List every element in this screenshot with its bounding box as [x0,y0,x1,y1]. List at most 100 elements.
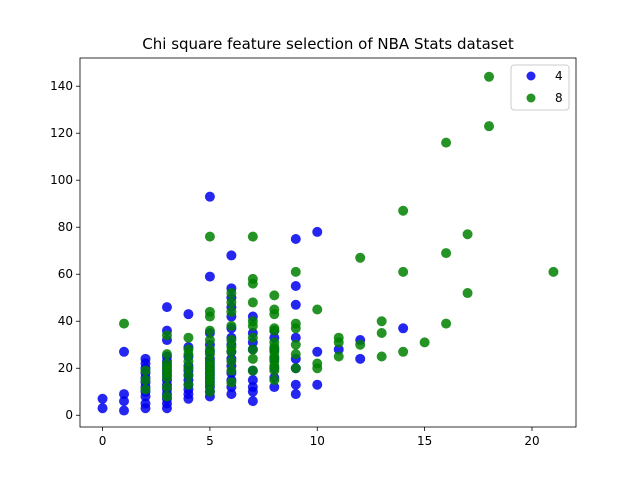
data-point-series-8-15 [183,356,194,367]
data-point-series-8-89 [441,137,452,148]
data-point-series-8-9 [161,358,172,369]
data-point-series-4-102 [398,323,409,334]
data-point-series-8-19 [204,386,215,397]
x-tick-label: 20 [524,434,539,448]
data-point-series-4-57 [226,389,237,400]
data-point-series-8-35 [226,356,237,367]
data-point-series-4-96 [312,379,323,390]
data-point-series-8-44 [247,353,258,364]
data-point-series-8-71 [290,266,301,277]
data-point-series-8-4 [161,391,172,402]
axes-frame [79,57,577,428]
data-point-series-4-7 [140,398,151,409]
data-point-series-8-32 [204,231,215,242]
data-point-series-8-83 [398,346,409,357]
data-point-series-4-16 [140,353,151,364]
data-point-series-8-5 [161,382,172,393]
data-point-series-8-70 [290,318,301,329]
data-point-series-8-87 [441,318,452,329]
data-point-series-8-67 [290,349,301,360]
data-point-series-8-10 [161,349,172,360]
data-point-series-8-29 [204,325,215,336]
data-point-series-8-66 [290,363,301,374]
data-point-series-8-11 [161,330,172,341]
x-tick-label: 0 [99,434,107,448]
y-tick-label: 40 [58,314,73,328]
data-point-series-8-78 [355,339,366,350]
data-point-series-4-72 [247,396,258,407]
data-point-series-8-2 [140,374,151,385]
data-point-series-8-42 [226,288,237,299]
data-point-series-8-38 [226,335,237,346]
data-point-series-4-4 [119,389,130,400]
data-point-series-8-43 [247,365,258,376]
data-point-series-8-0 [119,318,130,329]
x-tick-label: 10 [310,434,325,448]
data-point-series-4-0 [97,403,108,414]
data-point-series-4-97 [312,346,323,357]
x-tick-label: 5 [206,434,214,448]
data-point-series-8-68 [290,339,301,350]
data-point-series-4-1 [97,393,108,404]
data-point-series-8-45 [247,344,258,355]
data-point-series-8-84 [398,266,409,277]
y-tick-label: 0 [65,408,73,422]
data-point-series-4-99 [333,344,344,355]
data-point-series-8-48 [247,316,258,327]
data-point-series-8-49 [247,297,258,308]
data-point-series-8-92 [484,121,495,132]
x-axis-ticks: 0 5 10 15 20 [99,427,540,448]
data-point-series-8-82 [376,316,387,327]
y-axis-ticks: 0 20 40 60 80 100 120 140 [50,79,80,422]
x-tick-label: 15 [417,434,432,448]
data-point-series-8-18 [183,332,194,343]
series-layer [97,71,559,416]
data-point-series-4-3 [119,396,130,407]
data-point-series-8-40 [226,306,237,317]
data-point-series-4-71 [226,250,237,261]
data-point-series-4-74 [247,382,258,393]
chart-title: Chi square feature selection of NBA Stat… [142,35,514,53]
data-point-series-8-31 [204,306,215,317]
data-point-series-4-2 [119,405,130,416]
data-point-series-8-28 [204,335,215,346]
data-point-series-8-17 [183,344,194,355]
data-point-series-8-1 [140,384,151,395]
data-point-series-8-75 [333,351,344,362]
legend-label-series-4: 4 [555,69,563,83]
data-point-series-4-31 [161,302,172,313]
legend: 4 8 [510,64,570,111]
data-point-series-8-37 [226,342,237,353]
data-point-series-8-80 [376,351,387,362]
data-point-series-8-60 [269,337,280,348]
data-point-series-8-41 [226,297,237,308]
data-point-series-4-94 [290,280,301,291]
data-point-series-8-81 [376,327,387,338]
data-point-series-4-98 [312,226,323,237]
data-point-series-8-90 [462,288,473,299]
data-point-series-8-91 [462,229,473,240]
data-point-series-8-27 [204,344,215,355]
data-point-series-4-93 [290,299,301,310]
data-point-series-4-100 [355,353,366,364]
data-point-series-8-51 [247,273,258,284]
data-point-series-8-65 [269,290,280,301]
data-point-series-4-81 [269,382,280,393]
data-point-series-4-88 [290,389,301,400]
data-point-series-8-74 [312,304,323,315]
data-point-series-8-93 [484,71,495,82]
data-point-series-8-33 [226,377,237,388]
data-point-series-8-13 [183,370,194,381]
legend-marker-series-8 [526,93,536,103]
data-point-series-4-42 [183,309,194,320]
y-tick-label: 140 [50,79,73,93]
y-tick-label: 80 [58,220,73,234]
data-point-series-8-52 [247,231,258,242]
data-point-series-8-34 [226,365,237,376]
data-point-series-4-92 [290,332,301,343]
data-point-series-8-86 [419,337,430,348]
data-point-series-8-79 [355,252,366,263]
data-point-series-4-5 [119,346,130,357]
y-tick-label: 120 [50,126,73,140]
data-point-series-4-95 [290,233,301,244]
